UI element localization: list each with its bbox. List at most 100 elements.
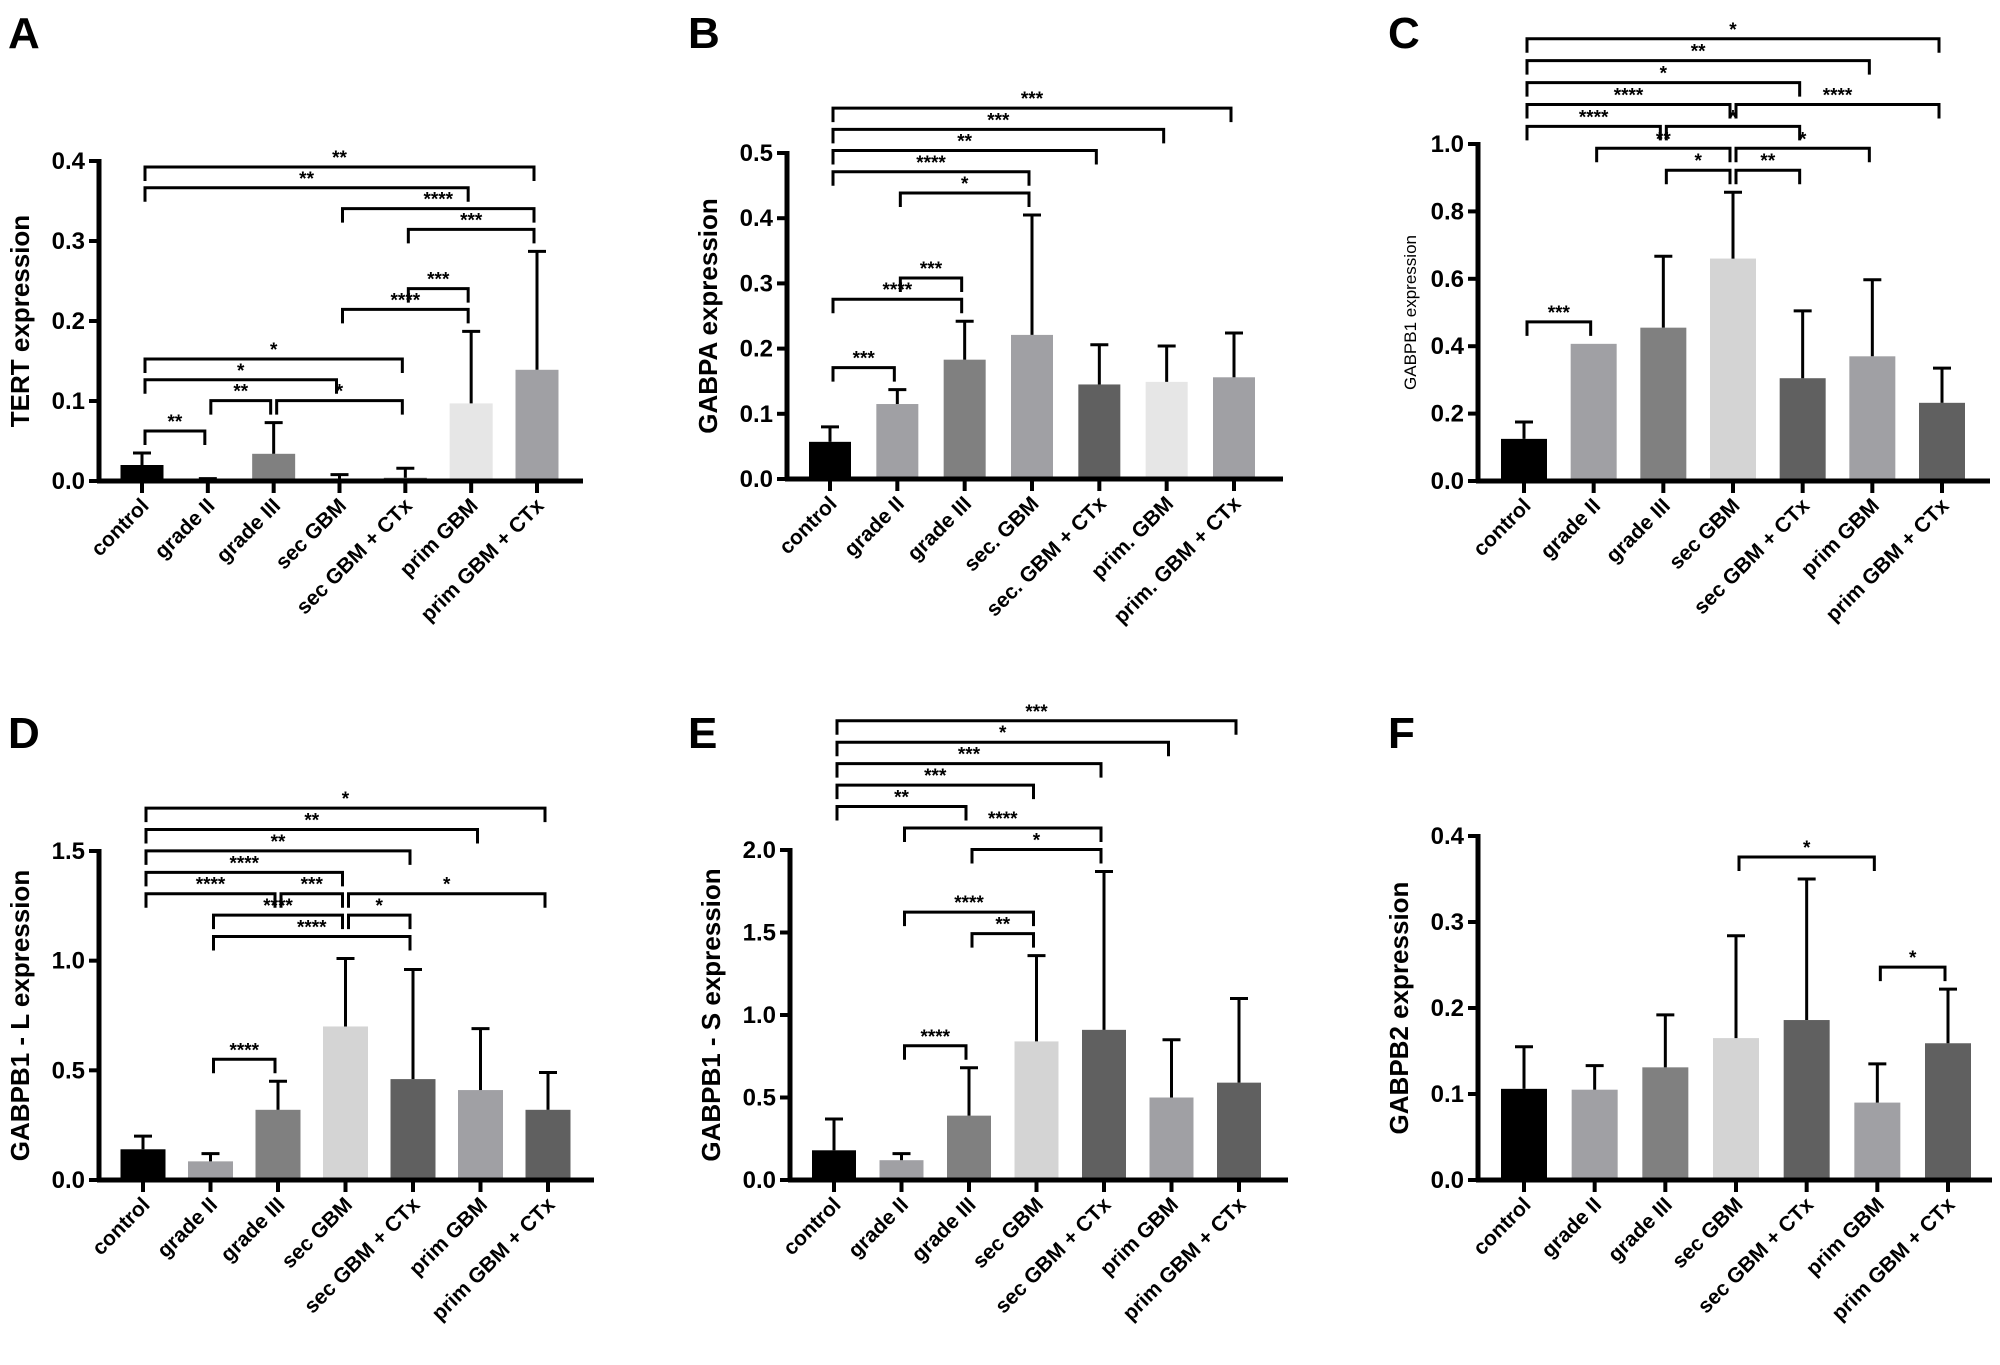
significance-label: ** bbox=[168, 412, 183, 433]
x-tick-label: grade II bbox=[840, 492, 909, 561]
x-tick-label: grade II bbox=[1536, 494, 1605, 563]
bar bbox=[1014, 1041, 1059, 1180]
bar bbox=[120, 1149, 166, 1180]
significance-label: ** bbox=[1656, 129, 1671, 150]
significance-label: ** bbox=[332, 148, 347, 169]
bar bbox=[1713, 1038, 1759, 1180]
y-tick-label: 0.2 bbox=[1431, 995, 1464, 1022]
x-tick-label: prim GBM + CTx bbox=[1827, 1193, 1959, 1325]
significance-bracket bbox=[212, 934, 412, 951]
significance-bracket bbox=[1525, 102, 1732, 119]
significance-bracket bbox=[341, 207, 536, 223]
significance-bracket bbox=[898, 191, 1031, 207]
y-axis-label: GABPB2 expression bbox=[1384, 882, 1414, 1135]
significance-label: *** bbox=[924, 766, 947, 787]
bar bbox=[255, 1109, 301, 1180]
significance-label: ** bbox=[1760, 151, 1775, 172]
bar bbox=[1640, 327, 1687, 481]
significance-label: * bbox=[237, 361, 245, 382]
significance-bracket bbox=[144, 828, 479, 844]
significance-label: **** bbox=[988, 809, 1018, 830]
significance-bracket bbox=[831, 149, 1098, 165]
x-tick-label: sec. GBM + CTx bbox=[982, 492, 1111, 621]
significance-label: ** bbox=[304, 811, 319, 832]
panel-letter: F bbox=[1388, 709, 1415, 758]
bar bbox=[1149, 1097, 1194, 1180]
significance-label: * bbox=[443, 875, 451, 896]
significance-bracket bbox=[1734, 146, 1871, 163]
x-tick-label: sec GBM + CTx bbox=[1689, 494, 1814, 619]
y-tick-label: 1.5 bbox=[52, 838, 85, 865]
significance-label: * bbox=[1909, 948, 1917, 969]
significance-bracket bbox=[903, 910, 1035, 927]
significance-label: * bbox=[270, 340, 278, 361]
significance-label: ** bbox=[957, 132, 972, 153]
y-tick-label: 0.5 bbox=[740, 140, 773, 167]
significance-label: ** bbox=[271, 832, 286, 853]
significance-bracket bbox=[347, 892, 547, 908]
significance-bracket bbox=[212, 1057, 277, 1074]
significance-bracket bbox=[835, 740, 1170, 757]
significance-label: ** bbox=[1691, 42, 1706, 63]
y-axis-label: GABPA expression bbox=[693, 198, 723, 434]
y-tick-label: 0.5 bbox=[52, 1057, 85, 1084]
x-tick-label: prim GBM + CTx bbox=[1821, 494, 1953, 626]
x-tick-label: prim. GBM + CTx bbox=[1109, 492, 1246, 629]
significance-bracket bbox=[970, 847, 1103, 864]
y-axis-label: GABPB1 - L expression bbox=[5, 870, 35, 1161]
y-tick-label: 0.0 bbox=[1431, 468, 1464, 495]
y-axis-label: GABPB1 - S expression bbox=[696, 868, 726, 1161]
bar bbox=[188, 1161, 233, 1180]
significance-bracket bbox=[831, 366, 896, 382]
y-axis-label: GABPB1 expression bbox=[1401, 235, 1420, 390]
y-tick-label: 0.6 bbox=[1431, 266, 1464, 293]
significance-bracket bbox=[144, 870, 344, 887]
significance-label: **** bbox=[916, 153, 946, 174]
significance-label: * bbox=[342, 789, 350, 810]
significance-bracket bbox=[212, 913, 344, 930]
x-tick-label: control bbox=[775, 492, 842, 559]
significance-label: **** bbox=[263, 896, 293, 917]
significance-bracket bbox=[1664, 168, 1732, 185]
significance-label: *** bbox=[1021, 89, 1044, 110]
significance-bracket bbox=[1525, 320, 1593, 336]
significance-label: *** bbox=[1548, 303, 1571, 324]
bar bbox=[449, 403, 493, 481]
significance-label: * bbox=[1799, 129, 1807, 150]
y-tick-label: 0.2 bbox=[740, 336, 773, 363]
y-tick-label: 0.2 bbox=[52, 308, 85, 335]
x-tick-label: sec GBM + CTx bbox=[292, 494, 417, 619]
y-tick-label: 1.5 bbox=[743, 920, 776, 947]
y-tick-label: 0.5 bbox=[743, 1085, 776, 1112]
significance-bracket bbox=[898, 276, 964, 293]
significance-bracket bbox=[831, 106, 1233, 123]
bar bbox=[1570, 343, 1617, 481]
panel-f: F 0.0 0.1 0.2 0.3 0.4 GABPB2 expression control… bbox=[1384, 709, 1992, 1325]
significance-bracket bbox=[143, 357, 404, 373]
x-tick-label: control bbox=[88, 1193, 155, 1260]
y-tick-label: 0.3 bbox=[52, 228, 85, 255]
bar bbox=[1925, 1043, 1971, 1180]
significance-label: **** bbox=[1579, 107, 1609, 128]
y-tick-label: 0.4 bbox=[1431, 823, 1465, 850]
significance-label: * bbox=[1729, 20, 1737, 41]
bar bbox=[1779, 378, 1826, 481]
significance-bracket bbox=[275, 399, 404, 415]
significance-bracket bbox=[341, 307, 470, 324]
x-tick-label: grade II bbox=[844, 1193, 913, 1262]
significance-label: * bbox=[1729, 107, 1737, 128]
significance-bracket bbox=[1525, 124, 1662, 141]
x-tick-label: grade II bbox=[153, 1193, 222, 1262]
y-tick-label: 1.0 bbox=[1431, 131, 1464, 158]
significance-bracket bbox=[835, 783, 1035, 800]
significance-bracket bbox=[143, 186, 470, 202]
bar bbox=[458, 1090, 503, 1180]
y-tick-label: 0.0 bbox=[52, 1167, 85, 1194]
significance-label: **** bbox=[1614, 85, 1644, 106]
panel-d: D 0.0 0.5 1.0 1.5 GABPB1 - L expression contro… bbox=[5, 709, 594, 1325]
significance-label: **** bbox=[954, 893, 984, 914]
panel-e: E 0.0 0.5 1.0 1.5 2.0 GABPB1 - S expression con… bbox=[688, 702, 1288, 1325]
significance-label: **** bbox=[229, 1040, 259, 1061]
significance-bracket bbox=[903, 826, 1103, 842]
y-tick-label: 0.8 bbox=[1431, 198, 1464, 225]
